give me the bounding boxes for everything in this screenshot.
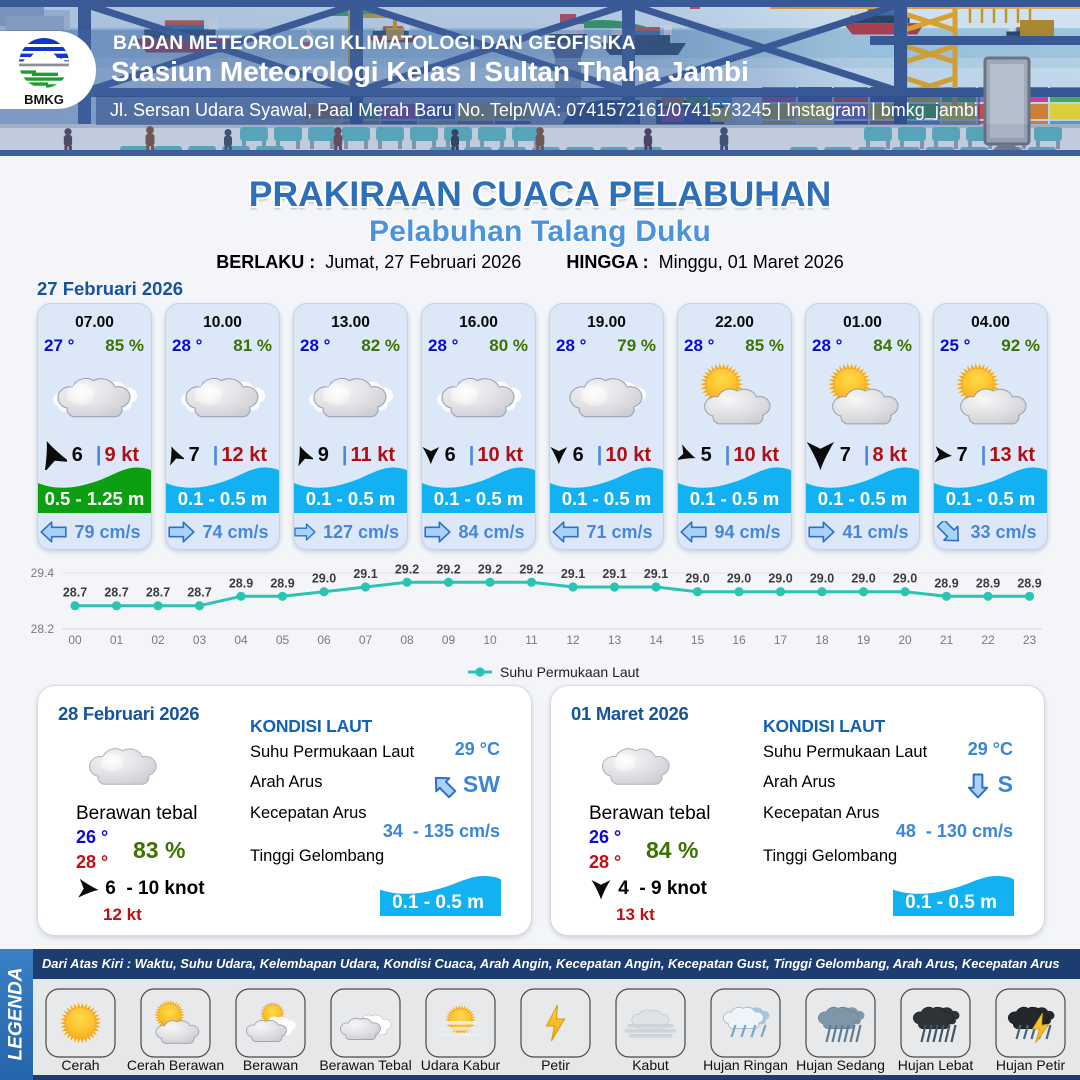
svg-text:Hujan Ringan: Hujan Ringan bbox=[703, 1057, 788, 1073]
svg-text:10: 10 bbox=[483, 633, 497, 647]
svg-text:28.9: 28.9 bbox=[270, 576, 294, 590]
svg-text:08: 08 bbox=[400, 633, 414, 647]
svg-text:28.9: 28.9 bbox=[1017, 576, 1041, 590]
svg-text:Hujan Lebat: Hujan Lebat bbox=[898, 1057, 974, 1073]
svg-text:05: 05 bbox=[276, 633, 290, 647]
svg-text:Hujan Sedang: Hujan Sedang bbox=[796, 1057, 885, 1073]
svg-text:Hujan Petir: Hujan Petir bbox=[996, 1057, 1066, 1073]
svg-text:29.0: 29.0 bbox=[685, 572, 709, 586]
svg-text:BMKG: BMKG bbox=[24, 92, 64, 106]
svg-text:01: 01 bbox=[110, 633, 124, 647]
svg-text:19: 19 bbox=[857, 633, 871, 647]
svg-text:29.1: 29.1 bbox=[353, 567, 377, 581]
svg-text:29.2: 29.2 bbox=[436, 562, 460, 576]
svg-text:17: 17 bbox=[774, 633, 788, 647]
svg-text:28.7: 28.7 bbox=[63, 586, 87, 600]
svg-text:20: 20 bbox=[898, 633, 912, 647]
svg-text:29.1: 29.1 bbox=[561, 567, 585, 581]
svg-text:28.7: 28.7 bbox=[104, 586, 128, 600]
svg-text:14: 14 bbox=[649, 633, 663, 647]
svg-text:Cerah Berawan: Cerah Berawan bbox=[127, 1057, 224, 1073]
svg-text:28.7: 28.7 bbox=[187, 586, 211, 600]
svg-text:07: 07 bbox=[359, 633, 373, 647]
svg-text:29.0: 29.0 bbox=[312, 572, 336, 586]
svg-text:29.0: 29.0 bbox=[810, 572, 834, 586]
svg-text:29.0: 29.0 bbox=[768, 572, 792, 586]
svg-text:18: 18 bbox=[815, 633, 829, 647]
svg-text:Berawan Tebal: Berawan Tebal bbox=[319, 1057, 411, 1073]
svg-text:29.4: 29.4 bbox=[31, 566, 55, 580]
svg-text:29.1: 29.1 bbox=[602, 567, 626, 581]
svg-text:Suhu Permukaan Laut: Suhu Permukaan Laut bbox=[500, 664, 639, 680]
svg-text:29.0: 29.0 bbox=[893, 572, 917, 586]
svg-text:06: 06 bbox=[317, 633, 331, 647]
svg-text:28.9: 28.9 bbox=[976, 576, 1000, 590]
svg-text:13: 13 bbox=[608, 633, 622, 647]
svg-text:29.1: 29.1 bbox=[644, 567, 668, 581]
svg-text:16: 16 bbox=[732, 633, 746, 647]
svg-text:12: 12 bbox=[566, 633, 580, 647]
svg-text:Petir: Petir bbox=[541, 1057, 570, 1073]
svg-text:21: 21 bbox=[940, 633, 954, 647]
svg-text:Berawan: Berawan bbox=[243, 1057, 298, 1073]
svg-text:09: 09 bbox=[442, 633, 456, 647]
svg-text:Cerah: Cerah bbox=[61, 1057, 99, 1073]
svg-text:29.0: 29.0 bbox=[727, 572, 751, 586]
svg-text:29.0: 29.0 bbox=[851, 572, 875, 586]
svg-text:28.2: 28.2 bbox=[31, 622, 55, 636]
svg-text:22: 22 bbox=[981, 633, 995, 647]
svg-text:28.7: 28.7 bbox=[146, 586, 170, 600]
svg-text:11: 11 bbox=[525, 633, 538, 647]
svg-text:00: 00 bbox=[68, 633, 82, 647]
svg-text:Kabut: Kabut bbox=[632, 1057, 669, 1073]
svg-text:29.2: 29.2 bbox=[395, 562, 419, 576]
svg-text:29.2: 29.2 bbox=[478, 562, 502, 576]
svg-text:15: 15 bbox=[691, 633, 705, 647]
svg-text:02: 02 bbox=[151, 633, 165, 647]
svg-text:28.9: 28.9 bbox=[229, 576, 253, 590]
svg-text:03: 03 bbox=[193, 633, 207, 647]
svg-text:04: 04 bbox=[234, 633, 248, 647]
svg-text:Udara Kabur: Udara Kabur bbox=[421, 1057, 501, 1073]
svg-text:29.2: 29.2 bbox=[519, 562, 543, 576]
svg-text:23: 23 bbox=[1023, 633, 1037, 647]
svg-text:28.9: 28.9 bbox=[934, 576, 958, 590]
